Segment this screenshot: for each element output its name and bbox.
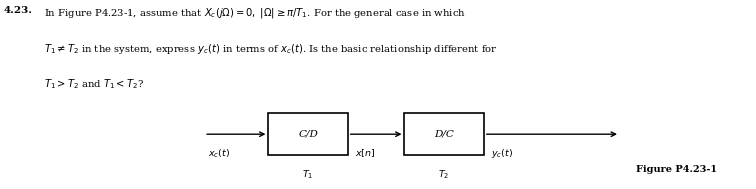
Bar (268, 113, 348, 155)
Text: In Figure P4.23-1, assume that $X_c(j\Omega) = 0,\; |\Omega| \geq \pi/T_1$. For : In Figure P4.23-1, assume that $X_c(j\Om… (44, 6, 466, 20)
Text: $T_1 > T_2$ and $T_1 < T_2$?: $T_1 > T_2$ and $T_1 < T_2$? (44, 77, 144, 91)
Text: D/C: D/C (434, 130, 454, 139)
Text: $y_c(t)$: $y_c(t)$ (491, 147, 513, 160)
Text: $T_1 \neq T_2$ in the system, express $y_c(t)$ in terms of $x_c(t)$. Is the basi: $T_1 \neq T_2$ in the system, express $y… (44, 42, 497, 56)
Text: $x_c(t)$: $x_c(t)$ (208, 147, 230, 160)
Text: C/D: C/D (298, 130, 318, 139)
Text: Figure P4.23-1: Figure P4.23-1 (636, 165, 717, 174)
Text: $T_2$: $T_2$ (438, 169, 450, 181)
Text: 4.23.: 4.23. (4, 6, 33, 15)
Text: $T_1$: $T_1$ (302, 169, 314, 181)
Text: $x[n]$: $x[n]$ (355, 147, 376, 159)
Bar (404, 113, 484, 155)
